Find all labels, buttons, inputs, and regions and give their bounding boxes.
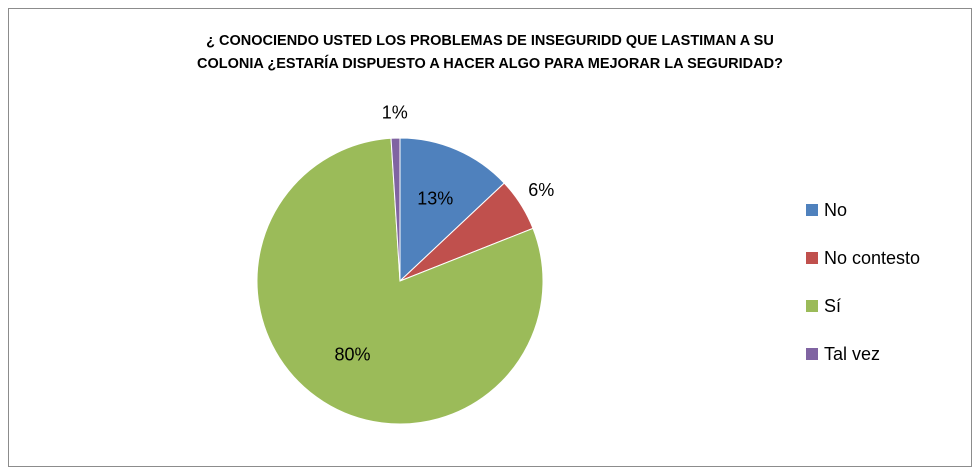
data-label: 13% [417, 188, 453, 208]
legend-label: Tal vez [824, 344, 880, 364]
data-label: 1% [382, 103, 408, 123]
data-label: 6% [528, 180, 554, 200]
pie-slice [399, 137, 505, 283]
pie-slice [256, 137, 544, 425]
legend-swatch [806, 348, 818, 360]
legend-swatch [806, 300, 818, 312]
legend-label: No [824, 200, 847, 220]
pie-slice [390, 137, 401, 282]
chart-title: ¿ CONOCIENDO USTED LOS PROBLEMAS DE INSE… [197, 33, 783, 72]
legend-label: No contesto [824, 248, 920, 268]
data-label: 80% [334, 345, 370, 365]
legend-label: Sí [824, 296, 841, 316]
legend-swatch [806, 204, 818, 216]
legend-swatch [806, 252, 818, 264]
